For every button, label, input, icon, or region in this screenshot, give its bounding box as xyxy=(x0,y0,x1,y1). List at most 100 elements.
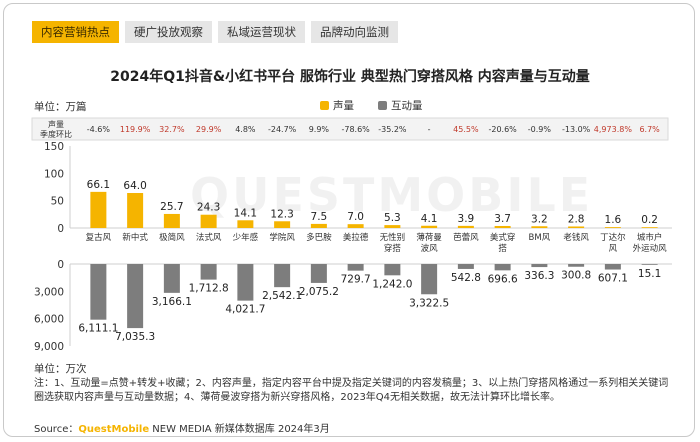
interaction-data-label: 7,035.3 xyxy=(115,331,155,343)
interaction-bar xyxy=(163,264,180,293)
bottom-axis-tick-label: 6,000 xyxy=(34,314,64,326)
volume-bar xyxy=(237,220,254,228)
interaction-data-label: 2,075.2 xyxy=(299,286,339,298)
growth-value: 4.8% xyxy=(235,125,256,134)
volume-data-label: 5.3 xyxy=(384,212,401,224)
interaction-bar xyxy=(568,264,585,267)
volume-data-label: 2.8 xyxy=(568,213,585,225)
category-label: 多巴胺 xyxy=(306,232,332,243)
growth-value: -24.7% xyxy=(268,125,297,134)
volume-data-label: 24.3 xyxy=(197,202,220,214)
tab-private-domain[interactable]: 私域运营现状 xyxy=(218,21,305,43)
tab-brand-monitoring[interactable]: 品牌动向监测 xyxy=(311,21,398,43)
growth-value: 6.7% xyxy=(639,125,660,134)
footnotes: 注：1、互动量=点赞+转发+收藏；2、内容声量，指定内容平台中提及指定关键词的内… xyxy=(34,378,669,403)
volume-data-label: 7.5 xyxy=(311,211,328,223)
volume-bar xyxy=(163,213,180,228)
category-label: 新中式 xyxy=(122,232,148,243)
growth-value: 9.9% xyxy=(309,125,330,134)
volume-bar xyxy=(90,191,107,228)
growth-value: -0.9% xyxy=(528,125,552,134)
legend-label-interaction: 互动量 xyxy=(391,100,423,112)
volume-bar xyxy=(604,227,621,228)
growth-value: - xyxy=(428,125,431,134)
growth-value: -78.6% xyxy=(341,125,370,134)
growth-value: 4,973.8% xyxy=(594,125,633,134)
volume-data-label: 4.1 xyxy=(421,213,438,225)
category-label: 城市户 xyxy=(637,232,663,243)
category-label: 少年感 xyxy=(233,232,259,243)
category-label: 法式风 xyxy=(196,232,222,243)
interaction-bar xyxy=(641,264,658,265)
legend: 声量 互动量 xyxy=(320,98,423,113)
category-label: 美拉德 xyxy=(343,232,369,243)
interaction-bar xyxy=(457,264,474,269)
volume-data-label: 64.0 xyxy=(123,180,146,192)
volume-data-label: 14.1 xyxy=(234,207,257,219)
category-label: BM风 xyxy=(529,233,551,243)
volume-bar xyxy=(531,226,548,228)
volume-data-label: 25.7 xyxy=(160,201,183,213)
interaction-bar xyxy=(127,264,144,329)
category-label: 学院风 xyxy=(269,232,295,243)
tab-ad-observation[interactable]: 硬广投放观察 xyxy=(125,21,212,43)
interaction-data-label: 2,542.1 xyxy=(262,290,302,302)
interaction-data-label: 542.8 xyxy=(451,272,481,284)
category-label: 波风 xyxy=(421,243,439,254)
volume-bar xyxy=(384,225,401,228)
category-label: 薄荷曼 xyxy=(416,232,442,243)
growth-table-header-line2: 季度环比 xyxy=(40,129,72,139)
volume-bar xyxy=(494,225,511,228)
category-label: 风 xyxy=(609,244,618,254)
top-unit-label: 单位：万篇 xyxy=(34,101,87,113)
growth-value: -4.6% xyxy=(87,125,111,134)
interaction-bar xyxy=(384,264,401,276)
volume-bar xyxy=(421,225,438,228)
interaction-data-label: 607.1 xyxy=(598,273,628,285)
tab-bar: 内容营销热点 硬广投放观察 私域运营现状 品牌动向监测 xyxy=(32,21,398,43)
growth-value: -20.6% xyxy=(488,125,517,134)
volume-bar xyxy=(641,227,658,228)
interaction-data-label: 300.8 xyxy=(561,270,591,282)
volume-bar xyxy=(310,223,327,228)
interaction-data-label: 3,322.5 xyxy=(409,297,449,309)
bottom-axis-tick-label: 9,000 xyxy=(34,341,64,353)
category-label: 搭 xyxy=(498,243,507,254)
category-label: 复古风 xyxy=(86,232,112,243)
volume-data-label: 3.9 xyxy=(458,213,475,225)
category-label: 美式穿 xyxy=(490,232,516,243)
growth-value: 29.9% xyxy=(196,125,222,134)
volume-data-label: 3.2 xyxy=(531,213,548,225)
tab-content-marketing[interactable]: 内容营销热点 xyxy=(32,21,119,43)
growth-value: 119.9% xyxy=(120,125,151,134)
volume-data-label: 1.6 xyxy=(605,214,622,226)
volume-data-label: 3.7 xyxy=(494,213,511,225)
top-axis-tick-label: 0 xyxy=(57,223,64,235)
interaction-bar xyxy=(494,264,511,271)
category-label: 芭蕾风 xyxy=(453,232,479,243)
interaction-data-label: 15.1 xyxy=(638,268,661,280)
card-frame xyxy=(3,3,695,437)
volume-data-label: 66.1 xyxy=(87,179,110,191)
category-label: 无性别 xyxy=(380,232,406,243)
legend-label-volume: 声量 xyxy=(333,100,354,112)
growth-value: -35.2% xyxy=(378,125,407,134)
category-label: 外运动风 xyxy=(633,243,668,254)
interaction-data-label: 1,712.8 xyxy=(189,283,229,295)
source-line: Source：QuestMobile NEW MEDIA 新媒体数据库 2024… xyxy=(34,420,330,435)
top-axis-tick-label: 150 xyxy=(44,141,64,153)
volume-data-label: 7.0 xyxy=(347,211,364,223)
bottom-axis-tick-label: 3,000 xyxy=(34,286,64,298)
category-label: 穿搭 xyxy=(384,243,402,254)
interaction-data-label: 729.7 xyxy=(341,274,371,286)
volume-bar xyxy=(127,193,144,228)
category-label: 丁达尔 xyxy=(600,232,626,243)
interaction-bar xyxy=(421,264,438,295)
interaction-data-label: 4,021.7 xyxy=(225,304,265,316)
volume-data-label: 12.3 xyxy=(270,208,293,220)
legend-item-volume: 声量 xyxy=(320,98,354,113)
legend-swatch-interaction xyxy=(378,101,387,110)
interaction-data-label: 3,166.1 xyxy=(152,296,192,308)
volume-bar xyxy=(200,214,217,228)
interaction-data-label: 1,242.0 xyxy=(372,278,412,290)
